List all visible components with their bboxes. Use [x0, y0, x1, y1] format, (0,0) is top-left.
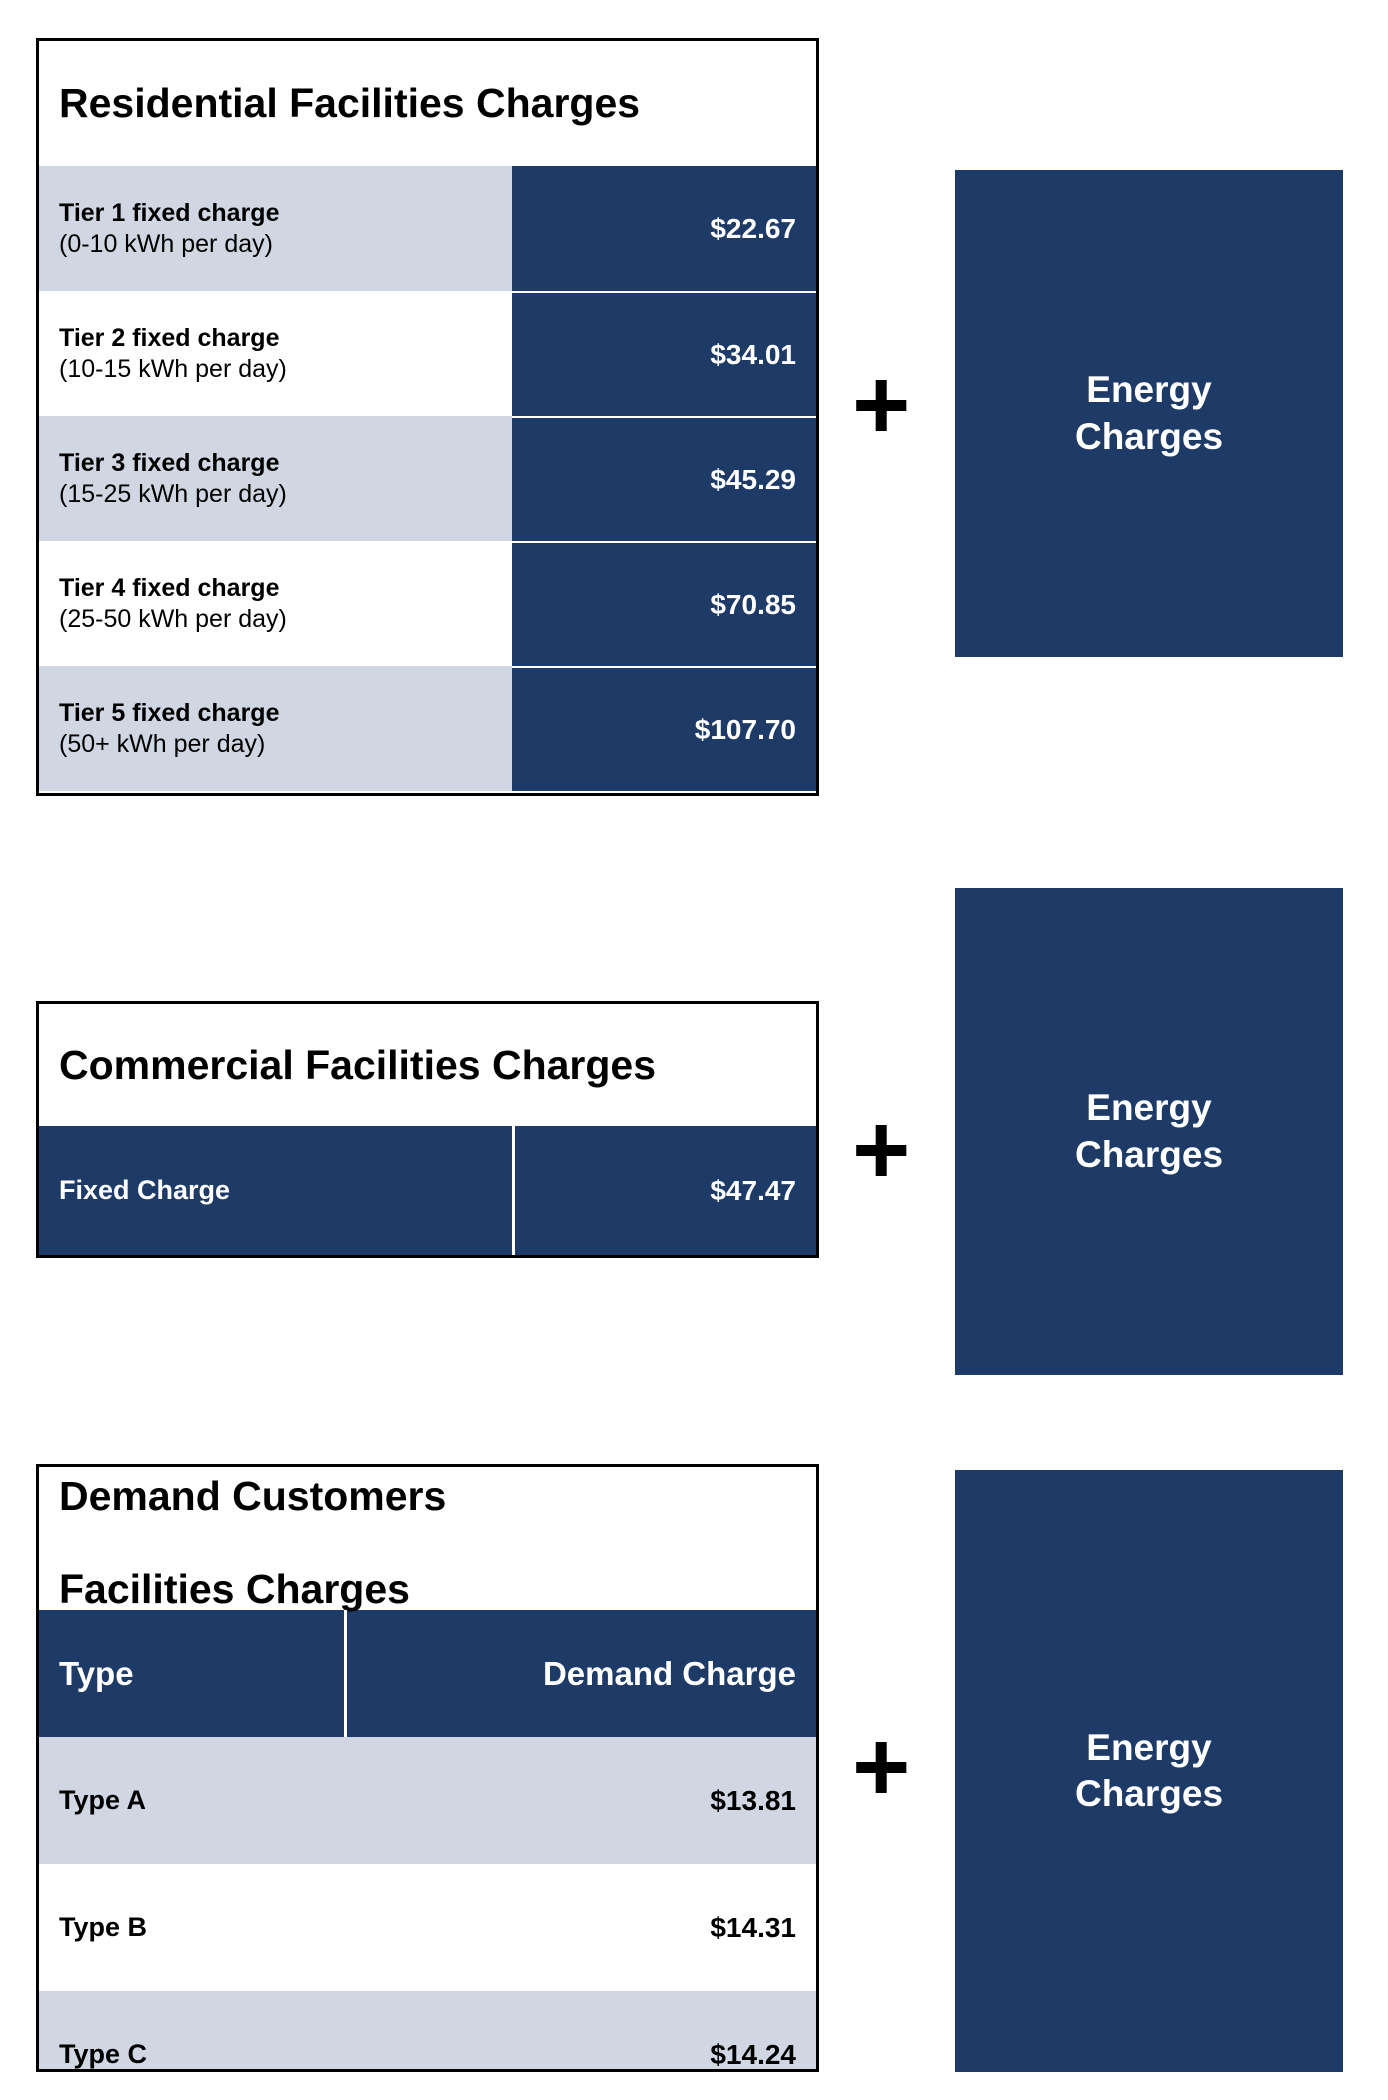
demand-table-header: Type Demand Charge: [39, 1610, 816, 1737]
table-row: Type C $14.24: [39, 1991, 816, 2070]
tier-label-cell: Tier 5 fixed charge (50+ kWh per day): [39, 666, 513, 791]
tier-name: Tier 3 fixed charge: [59, 449, 280, 477]
energy-charges-line1: Energy: [1086, 1087, 1212, 1129]
fixed-charge-label: Fixed Charge: [59, 1175, 231, 1206]
type-name: Type C: [59, 2039, 148, 2070]
energy-charges-box: Energy Charges: [955, 888, 1343, 1375]
fixed-charge-value: $47.47: [512, 1126, 816, 1255]
tier-value: $34.01: [512, 291, 816, 416]
page-title: Demand Customers Facilities Charges: [59, 1473, 446, 1613]
tier-range: (0-10 kWh per day): [59, 229, 273, 258]
table-row: Fixed Charge $47.47: [39, 1126, 816, 1255]
commercial-facilities-charges-card: Commercial Facilities Charges Fixed Char…: [36, 1001, 819, 1258]
plus-icon: +: [852, 1711, 911, 1823]
plus-icon: +: [852, 1094, 911, 1206]
tier-value: $70.85: [512, 541, 816, 666]
energy-charges-line1: Energy: [1086, 1726, 1212, 1768]
tier-name: Tier 1 fixed charge: [59, 199, 280, 227]
tier-range: (10-15 kWh per day): [59, 354, 287, 383]
tier-name: Tier 2 fixed charge: [59, 324, 280, 352]
energy-charges-box: Energy Charges: [955, 170, 1343, 657]
residential-rows: Tier 1 fixed charge (0-10 kWh per day) $…: [39, 166, 816, 791]
page-title: Commercial Facilities Charges: [59, 1041, 657, 1088]
table-row: Tier 2 fixed charge (10-15 kWh per day) …: [39, 291, 816, 416]
tier-name: Tier 5 fixed charge: [59, 699, 280, 727]
tier-range: (15-25 kWh per day): [59, 479, 287, 508]
type-name: Type A: [59, 1785, 147, 1816]
table-row: Type B $14.31: [39, 1864, 816, 1991]
column-header-demand-charge: Demand Charge: [542, 1654, 796, 1692]
table-row: Tier 1 fixed charge (0-10 kWh per day) $…: [39, 166, 816, 291]
residential-card-title: Residential Facilities Charges: [39, 41, 816, 166]
page-title-line2: Facilities Charges: [59, 1566, 410, 1613]
demand-charge-value: $13.81: [345, 1737, 816, 1864]
plus-icon: +: [852, 349, 911, 461]
column-header-type: Type: [39, 1610, 347, 1737]
commercial-card-title: Commercial Facilities Charges: [39, 1004, 816, 1126]
tier-name: Tier 4 fixed charge: [59, 574, 280, 602]
tier-label-cell: Tier 4 fixed charge (25-50 kWh per day): [39, 541, 513, 666]
residential-facilities-charges-card: Residential Facilities Charges Tier 1 fi…: [36, 38, 819, 796]
tier-label-cell: Tier 3 fixed charge (15-25 kWh per day): [39, 416, 513, 541]
table-row: Type A $13.81: [39, 1737, 816, 1864]
tier-value: $22.67: [512, 166, 816, 291]
type-label-cell: Type B: [39, 1864, 346, 1991]
type-label-cell: Type C: [39, 1991, 346, 2070]
fixed-charge-label-cell: Fixed Charge: [39, 1126, 513, 1255]
tier-range: (25-50 kWh per day): [59, 604, 287, 633]
tier-label-cell: Tier 1 fixed charge (0-10 kWh per day): [39, 166, 513, 291]
table-row: Tier 4 fixed charge (25-50 kWh per day) …: [39, 541, 816, 666]
energy-charges-line2: Charges: [1074, 415, 1224, 457]
energy-charges-line2: Charges: [1074, 1133, 1224, 1175]
table-row: Tier 5 fixed charge (50+ kWh per day) $1…: [39, 666, 816, 791]
tier-range: (50+ kWh per day): [59, 729, 266, 758]
demand-customers-facilities-charges-card: Demand Customers Facilities Charges Type…: [36, 1464, 819, 2072]
page-title-line1: Demand Customers: [59, 1473, 447, 1519]
demand-charge-value: $14.31: [345, 1864, 816, 1991]
type-name: Type B: [59, 1912, 148, 1943]
tier-label-cell: Tier 2 fixed charge (10-15 kWh per day): [39, 291, 513, 416]
energy-charges-line2: Charges: [1074, 1773, 1224, 1814]
commercial-rows: Fixed Charge $47.47: [39, 1126, 816, 1255]
tier-value: $107.70: [512, 666, 816, 791]
demand-rows: Type A $13.81 Type B $14.31 Type C $14.2…: [39, 1737, 816, 2070]
energy-charges-box: Energy Charges: [955, 1470, 1343, 2072]
energy-charges-line1: Energy: [1086, 369, 1212, 411]
tier-value: $45.29: [512, 416, 816, 541]
type-label-cell: Type A: [39, 1737, 346, 1864]
page-title: Residential Facilities Charges: [59, 80, 641, 127]
table-row: Tier 3 fixed charge (15-25 kWh per day) …: [39, 416, 816, 541]
demand-card-title: Demand Customers Facilities Charges: [39, 1467, 816, 1613]
demand-charge-value: $14.24: [345, 1991, 816, 2069]
